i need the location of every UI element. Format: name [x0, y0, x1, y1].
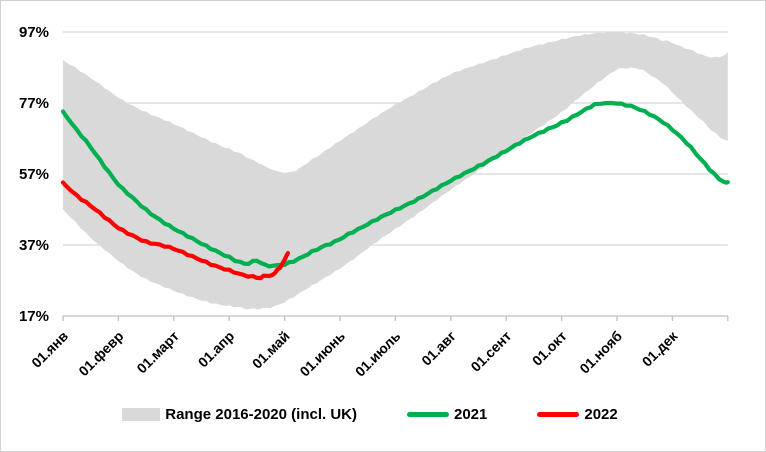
- line-2021: [60, 100, 730, 269]
- x-axis-label: 01.нояб: [576, 328, 625, 377]
- x-axis-label: 01.март: [133, 328, 182, 377]
- legend-label-2022: 2022: [584, 406, 618, 423]
- legend-item-2021: 2021: [407, 406, 487, 423]
- x-axis-label: 01.авг: [418, 328, 459, 369]
- line-2021-swatch: [407, 412, 449, 417]
- x-axis-label: 01.май: [249, 328, 293, 372]
- x-axis-label: 01.сент: [467, 328, 514, 375]
- x-axis-label: 01.февр: [75, 328, 126, 379]
- legend-item-2022: 2022: [537, 406, 618, 423]
- x-axis-label: 01.апр: [195, 328, 238, 371]
- legend-label-range: Range 2016-2020 (incl. UK): [165, 406, 357, 423]
- y-axis-label: 57%: [19, 166, 49, 183]
- y-axis-label: 77%: [19, 95, 49, 112]
- x-axis-label: 01.июль: [352, 328, 404, 380]
- legend-label-2021: 2021: [454, 406, 488, 423]
- line-2022: [60, 180, 290, 281]
- legend-item-range: Range 2016-2020 (incl. UK): [122, 406, 357, 423]
- line-2022-swatch: [537, 412, 580, 417]
- chart-plot-area: 97% 77% 57% 37% 17% 01.янв 01.февр 01.март 01.ап…: [19, 24, 730, 380]
- range-band: [63, 31, 728, 310]
- chart-legend: Range 2016-2020 (incl. UK) 2021 2022: [1, 406, 752, 423]
- x-axis-label: 01.окт: [529, 328, 570, 369]
- x-axis-label: 01.янв: [28, 328, 71, 371]
- y-axis-label: 37%: [19, 237, 49, 254]
- y-axis-label: 17%: [19, 308, 49, 325]
- y-axis-label: 97%: [19, 24, 49, 41]
- x-axis-label: 01.июнь: [296, 328, 348, 380]
- x-axis-label: 01.дек: [639, 327, 682, 370]
- range-band-swatch: [122, 408, 161, 421]
